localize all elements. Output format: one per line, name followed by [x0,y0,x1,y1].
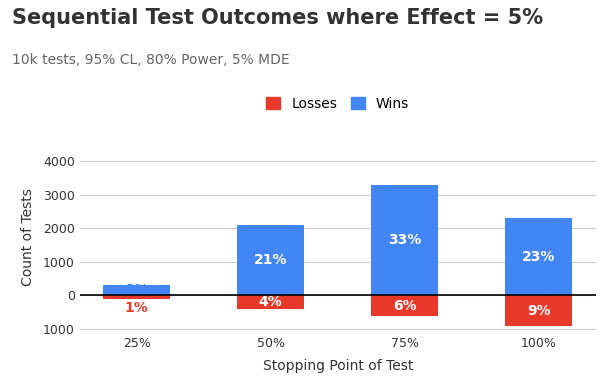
Text: 23%: 23% [522,250,555,264]
Text: 6%: 6% [393,298,416,312]
Bar [103,296,170,299]
Text: 9%: 9% [527,304,551,317]
Bar [371,296,438,316]
Text: 33%: 33% [388,233,421,247]
Bar [505,296,572,325]
Text: 1%: 1% [125,301,149,315]
Bar [103,285,170,296]
Bar [371,185,438,296]
Y-axis label: Count of Tests: Count of Tests [21,188,35,286]
Legend: Losses, Wins: Losses, Wins [260,91,415,116]
Text: 10k tests, 95% CL, 80% Power, 5% MDE: 10k tests, 95% CL, 80% Power, 5% MDE [12,53,290,68]
Text: 3%: 3% [125,283,149,298]
Text: Sequential Test Outcomes where Effect = 5%: Sequential Test Outcomes where Effect = … [12,8,543,28]
Text: 4%: 4% [259,295,282,309]
Bar [237,225,304,296]
Bar [237,296,304,309]
X-axis label: Stopping Point of Test: Stopping Point of Test [263,359,413,372]
Text: 21%: 21% [254,253,287,267]
Bar [505,219,572,296]
